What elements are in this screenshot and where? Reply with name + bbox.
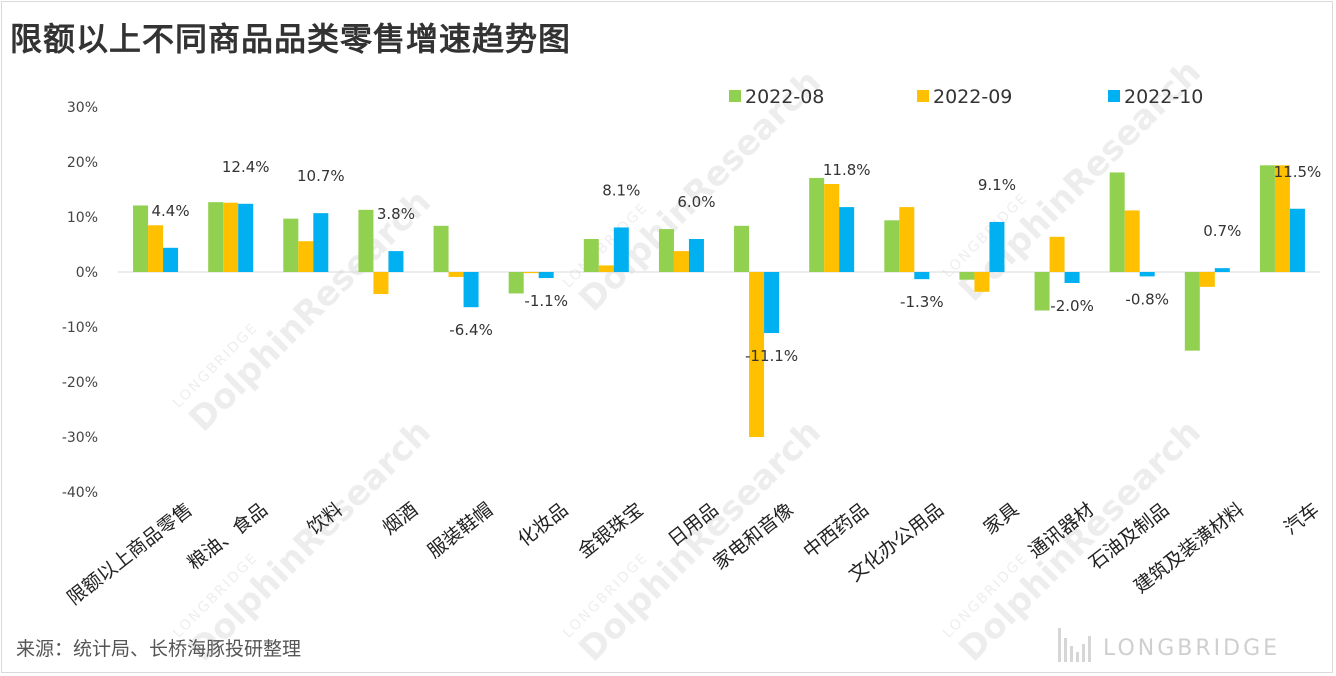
bar-2022-09 xyxy=(749,272,765,437)
x-tick-label: 日用品 xyxy=(664,499,722,551)
data-label: 8.1% xyxy=(602,181,640,199)
bar-2022-10 xyxy=(839,207,855,272)
legend-label: 2022-08 xyxy=(745,86,824,108)
bar-2022-10 xyxy=(1214,268,1230,272)
data-label: -11.1% xyxy=(745,347,798,365)
x-tick-label: 金银珠宝 xyxy=(574,499,647,563)
bar-2022-08 xyxy=(1109,172,1125,272)
bar-2022-10 xyxy=(388,251,404,272)
bar-2022-10 xyxy=(1064,272,1080,283)
bar-2022-09 xyxy=(899,207,915,272)
bar-2022-08 xyxy=(583,239,599,272)
bar-2022-10 xyxy=(163,247,179,272)
x-tick-label: 化妆品 xyxy=(514,499,572,551)
bar-2022-08 xyxy=(658,229,674,272)
bar-2022-08 xyxy=(358,209,374,272)
y-tick-label: 10% xyxy=(67,210,98,226)
y-tick-label: -40% xyxy=(62,485,98,501)
bar-2022-09 xyxy=(598,265,614,272)
bar-2022-09 xyxy=(1124,210,1140,272)
x-tick-label: 家电和音像 xyxy=(709,499,797,575)
x-tick-label: 中西药品 xyxy=(799,499,872,563)
bar-2022-10 xyxy=(613,227,629,272)
bar-2022-10 xyxy=(313,213,329,272)
bar-2022-09 xyxy=(523,272,539,274)
data-label: 10.7% xyxy=(297,167,345,185)
bar-2022-10 xyxy=(238,203,254,272)
bar-2022-09 xyxy=(148,225,164,272)
data-label: 9.1% xyxy=(978,176,1016,194)
bar-2022-09 xyxy=(974,272,990,292)
brand-logo: LONGBRIDGE xyxy=(1058,626,1280,662)
data-label: -1.1% xyxy=(524,292,568,310)
bar-2022-09 xyxy=(673,251,689,272)
data-label: -0.8% xyxy=(1125,290,1169,308)
legend-swatch xyxy=(1108,90,1120,102)
bar-2022-08 xyxy=(283,218,299,272)
data-label: -1.3% xyxy=(900,293,944,311)
bar-2022-08 xyxy=(884,220,900,272)
bar-2022-08 xyxy=(959,272,975,280)
data-label: 0.7% xyxy=(1203,222,1241,240)
y-tick-label: 0% xyxy=(76,265,98,281)
bar-2022-09 xyxy=(223,202,239,272)
bar-2022-08 xyxy=(809,177,825,272)
bar-2022-10 xyxy=(538,272,554,279)
bar-2022-10 xyxy=(1289,208,1305,272)
bar-2022-09 xyxy=(1274,165,1290,272)
y-tick-label: -10% xyxy=(62,320,98,336)
legend-swatch xyxy=(917,90,929,102)
y-tick-label: -30% xyxy=(62,430,98,446)
source-note: 来源：统计局、长桥海豚投研整理 xyxy=(16,638,302,660)
bar-2022-09 xyxy=(824,184,840,272)
x-tick-label: 限额以上商品零售 xyxy=(63,499,196,610)
bar-2022-09 xyxy=(1199,272,1215,287)
bar-2022-09 xyxy=(1049,236,1065,272)
y-tick-label: 20% xyxy=(67,155,98,171)
bar-2022-09 xyxy=(448,272,464,277)
bar-2022-08 xyxy=(1034,272,1050,311)
bar-2022-10 xyxy=(688,239,704,272)
x-tick-label: 汽车 xyxy=(1280,499,1324,540)
bar-2022-10 xyxy=(764,272,780,334)
x-tick-label: 通讯器材 xyxy=(1025,499,1098,563)
data-label: 11.8% xyxy=(823,161,871,179)
bar-2022-10 xyxy=(914,272,930,280)
bar-2022-09 xyxy=(373,272,389,294)
bar-2022-08 xyxy=(208,202,224,272)
brand-bars-icon xyxy=(1058,628,1091,662)
legend-label: 2022-10 xyxy=(1124,86,1203,108)
y-tick-label: -20% xyxy=(62,375,98,391)
brand-name: LONGBRIDGE xyxy=(1103,636,1281,661)
data-label: 11.5% xyxy=(1274,163,1322,181)
legend-label: 2022-09 xyxy=(933,86,1012,108)
x-tick-label: 饮料 xyxy=(303,499,347,540)
bar-2022-08 xyxy=(508,272,524,294)
bar-2022-10 xyxy=(989,221,1005,272)
x-tick-label: 烟酒 xyxy=(379,499,423,540)
x-tick-label: 家具 xyxy=(980,499,1024,540)
bar-2022-09 xyxy=(298,241,314,272)
data-label: 4.4% xyxy=(152,202,190,220)
y-tick-label: 30% xyxy=(67,100,98,116)
x-tick-label: 粮油、食品 xyxy=(183,499,271,575)
data-label: -6.4% xyxy=(449,321,493,339)
data-label: 3.8% xyxy=(377,205,415,223)
data-label: 6.0% xyxy=(677,193,715,211)
bar-2022-08 xyxy=(133,205,149,272)
x-tick-label: 服装鞋帽 xyxy=(424,499,497,563)
bar-2022-08 xyxy=(734,225,750,272)
data-label: -2.0% xyxy=(1050,297,1094,315)
data-label: 12.4% xyxy=(222,158,270,176)
legend-swatch xyxy=(729,90,741,102)
chart-title: 限额以上不同商品品类零售增速趋势图 xyxy=(10,20,572,58)
bar-2022-10 xyxy=(463,272,479,308)
bar-2022-08 xyxy=(1184,272,1200,351)
bar-2022-08 xyxy=(1259,165,1275,272)
bar-2022-10 xyxy=(1139,272,1155,277)
bar-2022-08 xyxy=(433,225,449,272)
